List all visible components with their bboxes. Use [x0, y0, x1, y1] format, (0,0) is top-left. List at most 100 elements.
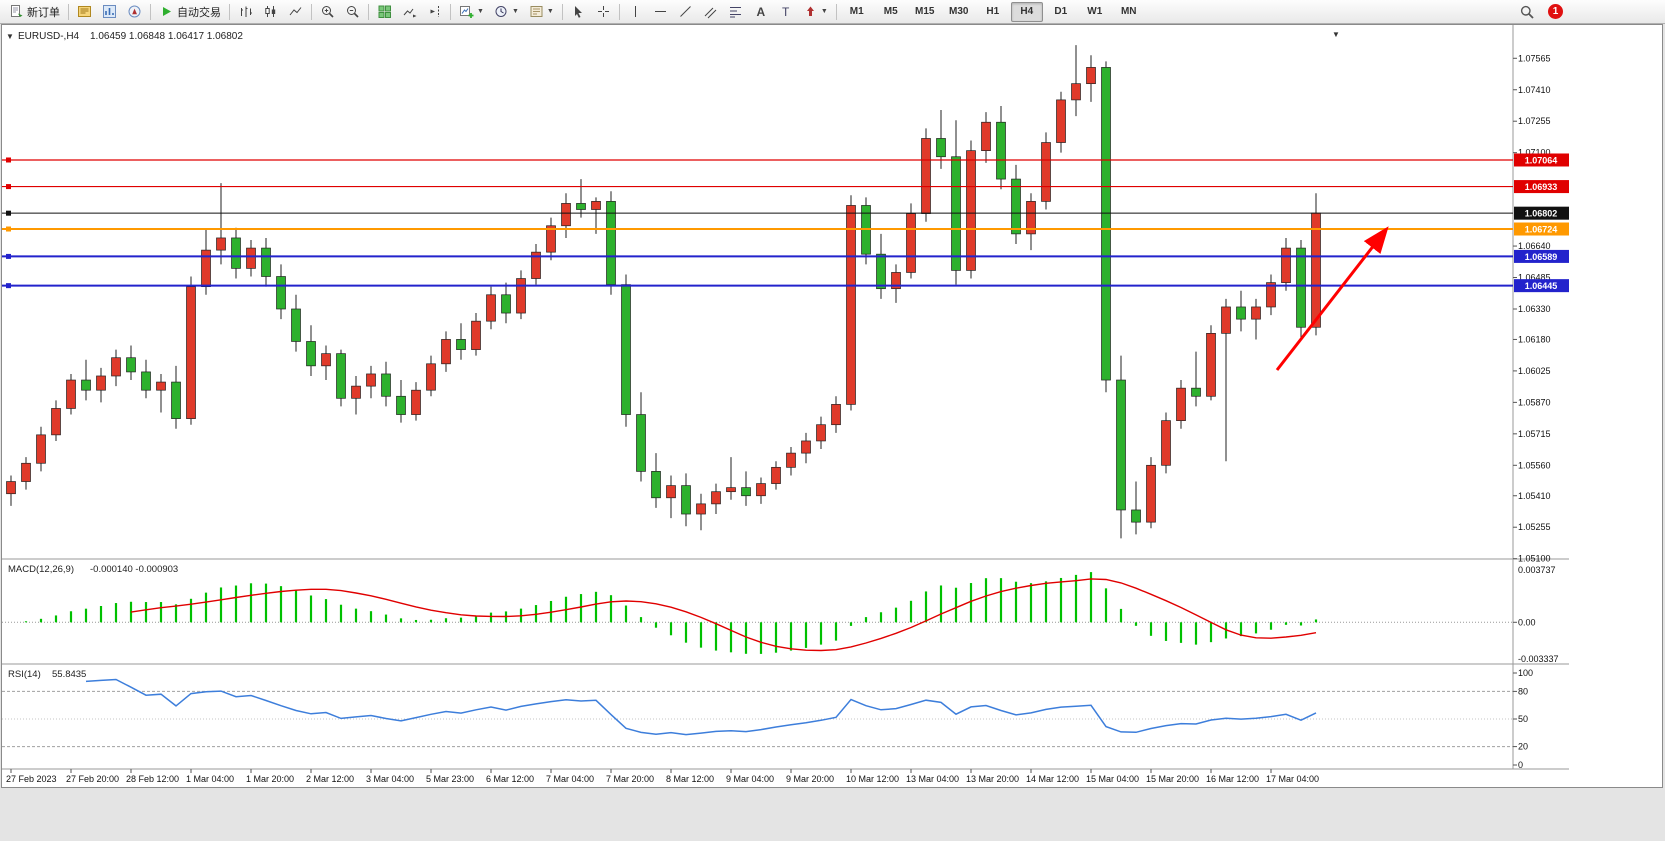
svg-text:1.06485: 1.06485 — [1518, 273, 1551, 283]
svg-text:10 Mar 12:00: 10 Mar 12:00 — [846, 774, 899, 784]
metaeditor-icon — [78, 6, 91, 17]
timeframe-mn[interactable]: MN — [1120, 6, 1137, 17]
line-handle[interactable] — [6, 157, 11, 163]
navigator-button[interactable] — [123, 2, 146, 21]
divider — [561, 3, 563, 20]
line-handle[interactable] — [6, 283, 11, 289]
divider — [150, 3, 151, 20]
text-label-button[interactable]: T — [774, 2, 797, 21]
bar-chart-button[interactable] — [234, 2, 257, 21]
line-handle[interactable] — [6, 253, 11, 259]
macd-title: MACD(12,26,9) — [8, 564, 74, 575]
divider — [368, 3, 369, 20]
rsi-line — [85, 678, 1317, 736]
price-badge — [1514, 249, 1569, 263]
line-handle[interactable] — [6, 184, 11, 190]
svg-text:1.06640: 1.06640 — [1518, 241, 1551, 251]
svg-text:1.05870: 1.05870 — [1518, 397, 1551, 407]
timeframe-m5[interactable]: M5 — [883, 6, 898, 17]
svg-text:0.00: 0.00 — [1518, 617, 1536, 627]
svg-text:5 Mar 23:00: 5 Mar 23:00 — [426, 774, 474, 784]
symbol-menu-arrow[interactable]: ▼ — [6, 32, 14, 41]
new-chart-icon — [460, 6, 474, 18]
svg-text:28 Feb 12:00: 28 Feb 12:00 — [126, 774, 179, 784]
svg-text:A: A — [756, 5, 765, 19]
divider — [450, 3, 451, 20]
periods-button[interactable]: ▼ — [490, 2, 523, 21]
candlestick-chart-button[interactable] — [259, 2, 282, 21]
timeframe-m30[interactable]: M30 — [949, 6, 969, 17]
timeframe-m1[interactable]: M1 — [849, 6, 864, 17]
timeframe-h1[interactable]: H1 — [986, 6, 1000, 17]
notification-badge[interactable]: 1 — [1548, 4, 1563, 19]
svg-text:6 Mar 12:00: 6 Mar 12:00 — [486, 774, 534, 784]
cursor-button[interactable] — [567, 2, 590, 21]
divider — [311, 3, 312, 20]
channel-icon — [704, 7, 717, 19]
tile-windows-button[interactable] — [373, 2, 396, 21]
autotrading-button[interactable]: 自动交易 — [155, 2, 225, 21]
arrow-shape-icon — [806, 6, 814, 16]
chart-menu-arrow[interactable]: ▼ — [1332, 30, 1340, 39]
new-chart-button[interactable]: ▼ — [455, 2, 488, 21]
candlestick-chart-icon — [265, 6, 276, 17]
svg-text:20: 20 — [1518, 742, 1528, 752]
zoom-out-icon — [347, 6, 359, 18]
auto-scroll-button[interactable] — [398, 2, 421, 21]
svg-text:50: 50 — [1518, 714, 1528, 724]
svg-text:16 Mar 12:00: 16 Mar 12:00 — [1206, 774, 1259, 784]
svg-text:1.06180: 1.06180 — [1518, 334, 1551, 344]
crosshair-button[interactable] — [592, 2, 615, 21]
market-watch-button[interactable] — [98, 2, 121, 21]
svg-text:100: 100 — [1518, 668, 1533, 678]
svg-text:17 Mar 04:00: 17 Mar 04:00 — [1266, 774, 1319, 784]
zoom-in-icon — [322, 6, 334, 18]
horizontal-line-button[interactable] — [649, 2, 672, 21]
trendline-button[interactable] — [674, 2, 697, 21]
arrows-button[interactable]: ▼ — [799, 2, 832, 21]
timeframe-w1[interactable]: W1 — [1087, 6, 1103, 17]
divider — [618, 3, 620, 20]
price-badge — [1514, 180, 1569, 194]
zoom-out-button[interactable] — [341, 2, 364, 21]
timeframe-m15[interactable]: M15 — [915, 6, 935, 17]
line-chart-button[interactable] — [284, 2, 307, 21]
channel-button[interactable] — [699, 2, 722, 21]
template-icon — [530, 6, 543, 17]
zoom-in-button[interactable] — [316, 2, 339, 21]
svg-text:13 Mar 20:00: 13 Mar 20:00 — [966, 774, 1019, 784]
new-order-icon — [11, 5, 23, 17]
svg-text:1.05410: 1.05410 — [1518, 491, 1551, 501]
svg-text:0.003737: 0.003737 — [1518, 565, 1556, 575]
timeframe-d1[interactable]: D1 — [1054, 6, 1068, 17]
price-badge — [1514, 153, 1569, 167]
autotrading-label: 自动交易 — [177, 6, 221, 19]
templates-button[interactable]: ▼ — [525, 2, 558, 21]
chart-title: EURUSD-,H4 — [18, 31, 80, 42]
fibonacci-icon — [729, 7, 741, 18]
metaeditor-button[interactable] — [73, 2, 96, 21]
bar-chart-icon — [241, 6, 252, 17]
chart-shift-icon — [430, 6, 439, 17]
svg-text:15 Mar 04:00: 15 Mar 04:00 — [1086, 774, 1139, 784]
time-axis: 27 Feb 2023 27 Feb 20:00 28 Feb 12:00 1 Mar… — [6, 769, 1319, 784]
cursor-icon — [574, 6, 582, 18]
search-button[interactable] — [1515, 2, 1539, 21]
rsi-panel: 100 80 50 20 0 — [2, 668, 1533, 770]
chevron-down-icon: ▼ — [477, 8, 484, 15]
chart-canvas[interactable]: ▼ EURUSD-,H4 1.06459 1.06848 1.06417 1.0… — [2, 25, 1662, 787]
rsi-title: RSI(14) — [8, 669, 41, 680]
timeframe-h4[interactable]: H4 — [1010, 1, 1043, 22]
line-handle[interactable] — [6, 210, 11, 216]
new-order-button[interactable]: 新订单 — [5, 2, 64, 21]
market-watch-icon — [103, 5, 116, 18]
trend-arrow[interactable] — [1275, 226, 1389, 371]
text-button[interactable]: A — [749, 2, 772, 21]
chart-shift-button[interactable] — [423, 2, 446, 21]
fibonacci-button[interactable] — [724, 2, 747, 21]
vertical-line-button[interactable] — [624, 2, 647, 21]
line-handle[interactable] — [6, 226, 11, 232]
svg-text:1.05255: 1.05255 — [1518, 522, 1551, 532]
auto-scroll-icon — [403, 8, 417, 18]
svg-text:1.05715: 1.05715 — [1518, 429, 1551, 439]
